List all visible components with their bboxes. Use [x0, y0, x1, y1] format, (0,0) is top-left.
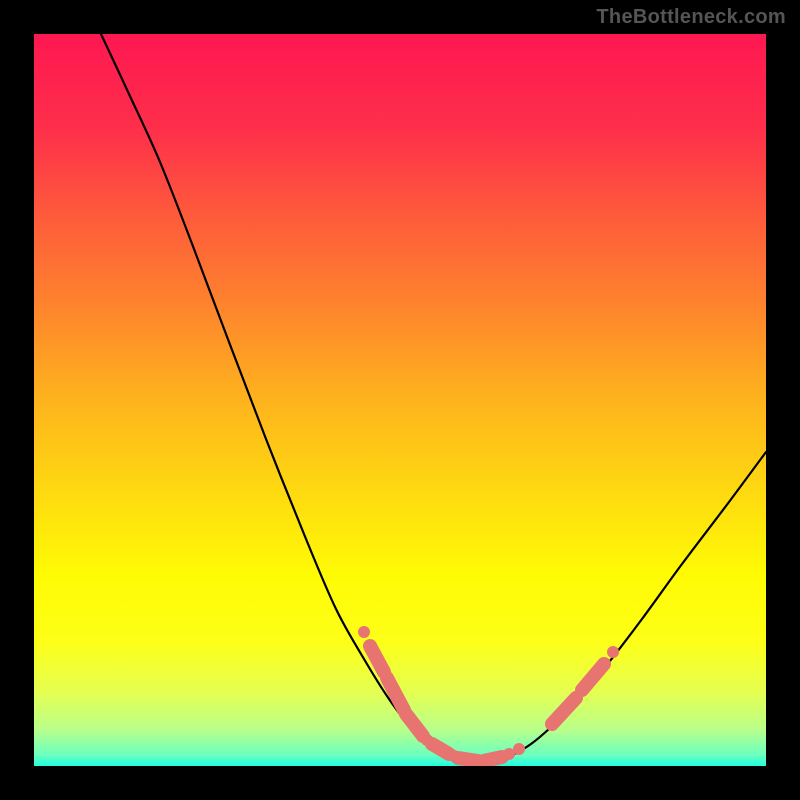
v-curve [101, 34, 766, 762]
bead-dot [607, 646, 619, 658]
chart-container: TheBottleneck.com [0, 0, 800, 800]
bead-bar [387, 678, 404, 710]
bead-bar [552, 698, 576, 724]
bead-bar [484, 757, 502, 761]
bead-bar [370, 646, 384, 672]
plot-area [34, 34, 766, 766]
bead-dot [358, 626, 370, 638]
bead-bar [458, 758, 478, 761]
bead-bar [406, 714, 423, 736]
beads-group [358, 626, 619, 762]
curve-layer [34, 34, 766, 766]
bead-bar [432, 744, 449, 754]
bead-dot [513, 743, 525, 755]
watermark-text: TheBottleneck.com [596, 6, 786, 29]
bead-bar [582, 664, 604, 690]
